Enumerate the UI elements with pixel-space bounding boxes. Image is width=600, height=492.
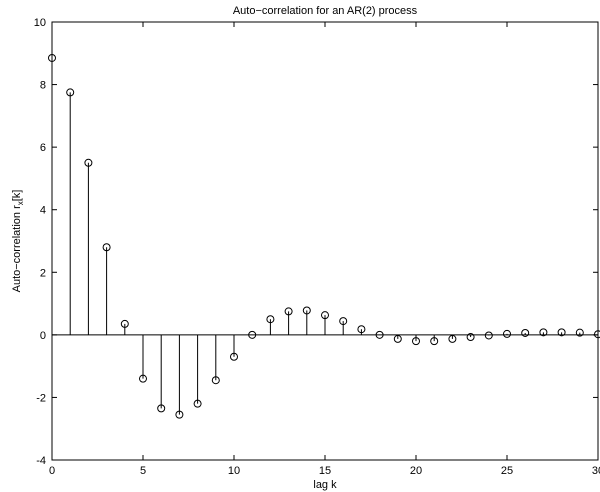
stem-marker bbox=[248, 330, 257, 339]
stem-marker bbox=[48, 53, 56, 62]
y-tick-label: -2 bbox=[36, 392, 46, 404]
stem-marker bbox=[557, 328, 566, 337]
y-tick-label: 4 bbox=[40, 205, 46, 217]
stem-marker bbox=[175, 410, 184, 419]
x-tick-label: 25 bbox=[501, 465, 513, 477]
stem-marker bbox=[84, 158, 93, 167]
stem-marker bbox=[193, 399, 202, 408]
stem-marker bbox=[120, 319, 129, 328]
stem-marker bbox=[102, 243, 111, 252]
stem-marker bbox=[430, 337, 439, 346]
x-tick-label: 20 bbox=[410, 465, 422, 477]
stem-marker bbox=[539, 328, 548, 337]
x-axis-label: lag k bbox=[313, 479, 337, 491]
stem-marker bbox=[357, 325, 366, 334]
y-tick-label: 8 bbox=[40, 80, 46, 92]
stem-marker bbox=[284, 307, 293, 316]
stem-marker bbox=[412, 337, 420, 346]
stem-marker bbox=[594, 330, 600, 339]
stem-marker bbox=[66, 88, 75, 97]
x-tick-label: 10 bbox=[228, 465, 240, 477]
stem-marker bbox=[393, 334, 402, 343]
stem-marker bbox=[521, 328, 530, 337]
stem-marker bbox=[375, 330, 384, 339]
stem-marker bbox=[503, 329, 511, 338]
x-tick-label: 0 bbox=[49, 465, 55, 477]
x-tick-label: 5 bbox=[140, 465, 146, 477]
stem-marker bbox=[339, 317, 348, 326]
stem-marker bbox=[266, 315, 275, 324]
stem-marker bbox=[139, 374, 147, 383]
stem-marker bbox=[157, 404, 166, 413]
stem-marker bbox=[211, 376, 220, 385]
x-tick-label: 15 bbox=[319, 465, 331, 477]
chart-title: Auto−correlation for an AR(2) process bbox=[233, 5, 418, 17]
y-tick-label: 2 bbox=[40, 267, 46, 279]
stem-marker bbox=[466, 333, 475, 342]
stem-marker bbox=[321, 311, 329, 320]
stem-marker bbox=[302, 306, 311, 315]
x-tick-label: 30 bbox=[592, 465, 600, 477]
stem-marker bbox=[484, 331, 493, 340]
stem-marker bbox=[230, 352, 238, 361]
y-tick-label: 0 bbox=[40, 330, 46, 342]
y-tick-label: 6 bbox=[40, 142, 46, 154]
y-tick-label: -4 bbox=[36, 455, 46, 467]
y-axis-label: Auto−correlation rx[k] bbox=[11, 190, 25, 293]
y-tick-label: 10 bbox=[34, 17, 46, 29]
stem-marker bbox=[448, 334, 457, 343]
stem-marker bbox=[575, 328, 584, 337]
